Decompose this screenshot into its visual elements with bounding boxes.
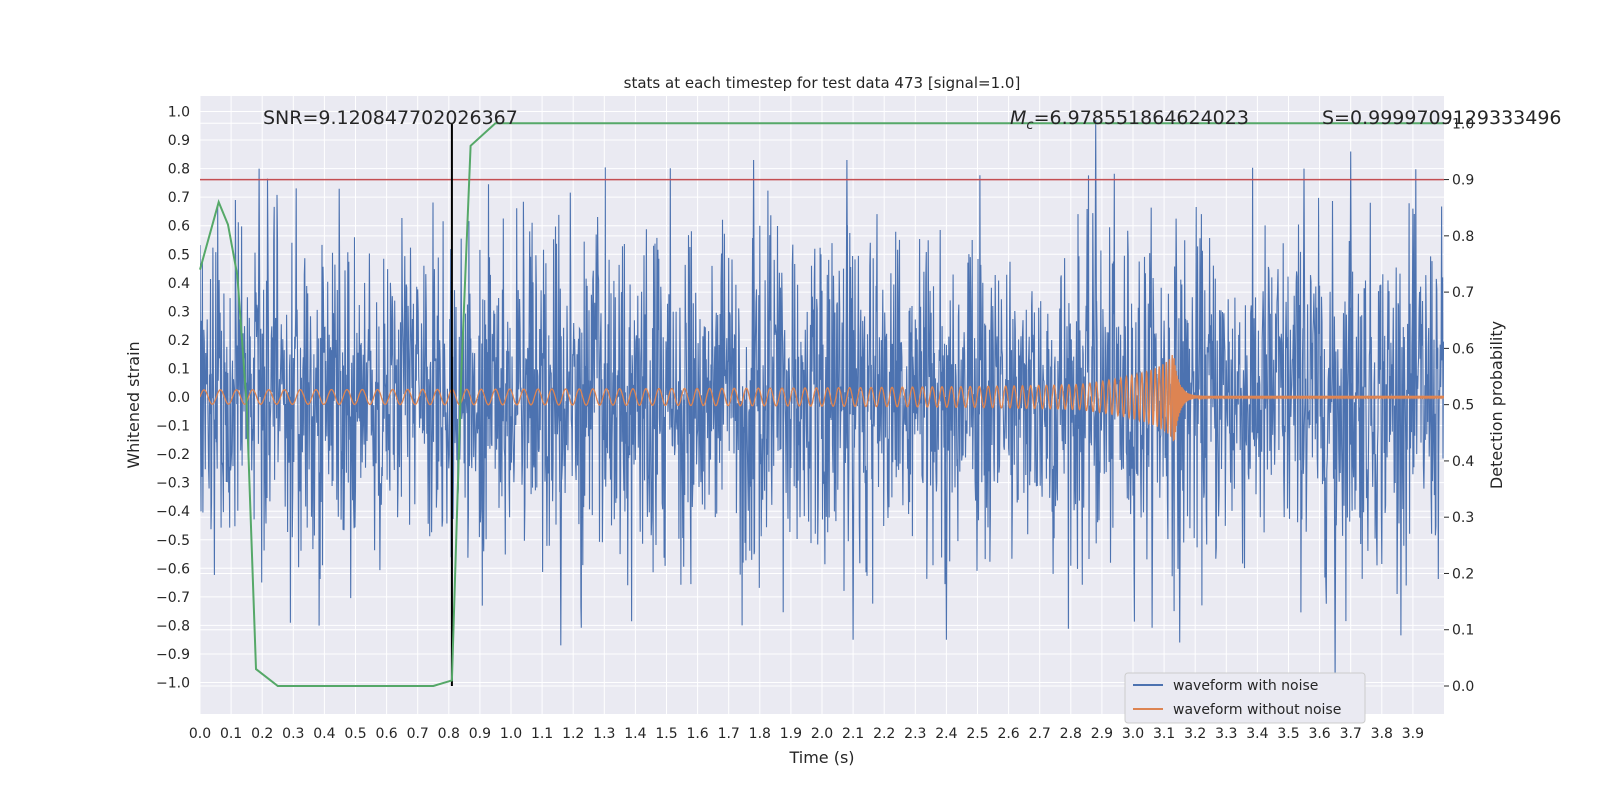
y-tick-label-right: 0.2 (1452, 566, 1474, 582)
x-tick-label: 2.5 (966, 726, 988, 742)
x-tick-label: 2.1 (842, 726, 864, 742)
x-tick-label: 1.4 (624, 726, 646, 742)
right-axis-ticks: 1.0 0.9 0.8 0.7 0.6 0.5 0.4 0.3 0.2 0.1 0.0 (1444, 116, 1474, 695)
x-tick-label: 3.2 (1184, 726, 1206, 742)
legend-label-noisy: waveform with noise (1173, 678, 1318, 694)
chart-title: stats at each timestep for test data 473… (624, 74, 1021, 92)
y-tick-label-right: 0.8 (1452, 229, 1474, 245)
x-tick-label: 0.1 (220, 726, 242, 742)
y-tick-label-left: 0.5 (168, 247, 190, 263)
x-tick-label: 3.3 (1215, 726, 1237, 742)
y-tick-label-right: 0.5 (1452, 398, 1474, 414)
y-tick-label-left: −0.5 (156, 533, 190, 549)
y-tick-label-left: −0.8 (156, 618, 190, 634)
x-tick-label: 0.7 (407, 726, 429, 742)
y-tick-label-right: 0.3 (1452, 510, 1474, 526)
y-tick-label-left: 0.8 (168, 162, 190, 178)
y-tick-label-left: −0.9 (156, 647, 190, 663)
y-tick-label-left: 0.3 (168, 304, 190, 320)
x-tick-label: 3.7 (1340, 726, 1362, 742)
x-tick-label: 0.9 (469, 726, 491, 742)
y-tick-label-left: −0.6 (156, 561, 190, 577)
x-tick-label: 3.5 (1277, 726, 1299, 742)
y-tick-label-left: −0.2 (156, 447, 190, 463)
y-tick-label-left: −0.1 (156, 419, 190, 435)
y-tick-label-left: −0.4 (156, 504, 190, 520)
y-tick-label-left: −0.3 (156, 476, 190, 492)
legend-box (1124, 672, 1366, 724)
x-tick-label: 1.6 (686, 726, 708, 742)
chirp-mass-annotation: Mc=6.978551864624023 (1010, 107, 1249, 133)
detection-probability-line (199, 122, 1444, 687)
x-tick-label: 3.4 (1246, 726, 1268, 742)
chirp-mass-value: =6.978551864624023 (1034, 107, 1249, 129)
x-tick-label: 1.5 (655, 726, 677, 742)
legend: waveform with noise waveform without noi… (1124, 672, 1366, 724)
y-tick-label-left: 0.6 (168, 219, 190, 235)
x-tick-label: 2.4 (935, 726, 957, 742)
x-tick-label: 3.0 (1122, 726, 1144, 742)
x-tick-label: 1.2 (562, 726, 584, 742)
x-tick-label: 2.6 (997, 726, 1019, 742)
y-axis-label-left: Whitened strain (124, 341, 143, 468)
x-tick-label: 1.8 (749, 726, 771, 742)
y-tick-label-left: −0.7 (156, 590, 190, 606)
x-tick-label: 2.0 (811, 726, 833, 742)
x-tick-label: 2.9 (1091, 726, 1113, 742)
x-tick-label: 2.2 (873, 726, 895, 742)
x-tick-label: 1.9 (780, 726, 802, 742)
x-tick-label: 3.9 (1402, 726, 1424, 742)
y-tick-label-left: 0.0 (168, 390, 190, 406)
x-tick-label: 1.0 (500, 726, 522, 742)
significance-annotation: S=0.9999709129333496 (1322, 107, 1562, 129)
y-tick-label-left: 0.2 (168, 333, 190, 349)
x-tick-label: 0.0 (189, 726, 211, 742)
x-axis-ticks: 0.0 0.1 0.2 0.3 0.4 0.5 0.6 0.7 0.8 0.9 1.0 1.1 1.2 1… (189, 726, 1424, 742)
x-tick-label: 0.4 (313, 726, 335, 742)
x-tick-label: 3.8 (1371, 726, 1393, 742)
y-tick-label-left: 0.1 (168, 361, 190, 377)
y-tick-label-right: 0.9 (1452, 173, 1474, 189)
x-tick-label: 3.1 (1153, 726, 1175, 742)
noisy-waveform-line (200, 120, 1444, 683)
series-lines (199, 120, 1444, 687)
y-tick-label-right: 0.7 (1452, 285, 1474, 301)
y-tick-label-left: 0.7 (168, 190, 190, 206)
y-tick-label-left: 1.0 (168, 105, 190, 121)
x-tick-label: 0.3 (282, 726, 304, 742)
x-tick-label: 0.2 (251, 726, 273, 742)
x-tick-label: 1.7 (718, 726, 740, 742)
x-tick-label: 2.8 (1060, 726, 1082, 742)
x-tick-label: 0.8 (438, 726, 460, 742)
y-tick-label-right: 1.0 (1452, 116, 1474, 132)
x-tick-label: 2.3 (904, 726, 926, 742)
chirp-mass-symbol: M (1010, 107, 1026, 129)
y-tick-label-left: −1.0 (156, 676, 190, 692)
x-axis-label: Time (s) (788, 748, 854, 767)
y-tick-label-right: 0.1 (1452, 623, 1474, 639)
y-tick-label-right: 0.6 (1452, 341, 1474, 357)
chirp-mass-subscript: c (1026, 118, 1033, 133)
x-tick-label: 0.5 (344, 726, 366, 742)
legend-label-clean: waveform without noise (1173, 702, 1341, 718)
x-tick-label: 0.6 (375, 726, 397, 742)
left-axis-ticks: 1.0 0.9 0.8 0.7 0.6 0.5 0.4 0.3 0.2 0.1 0.0 −0.1 −0.… (156, 105, 190, 692)
y-axis-label-right: Detection probability (1487, 321, 1506, 489)
x-tick-label: 3.6 (1308, 726, 1330, 742)
x-tick-label: 2.7 (1029, 726, 1051, 742)
clean-waveform-line (200, 354, 1444, 442)
x-tick-label: 1.1 (531, 726, 553, 742)
snr-annotation: SNR=9.120847702026367 (263, 107, 518, 129)
y-tick-label-left: 0.4 (168, 276, 190, 292)
y-tick-label-right: 0.4 (1452, 454, 1474, 470)
y-tick-label-right: 0.0 (1452, 679, 1474, 695)
x-tick-label: 1.3 (593, 726, 615, 742)
y-tick-label-left: 0.9 (168, 133, 190, 149)
